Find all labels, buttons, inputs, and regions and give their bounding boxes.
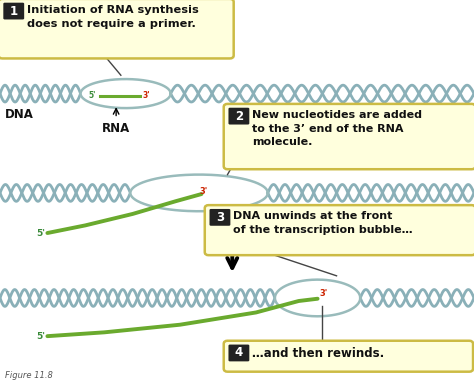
- Polygon shape: [130, 175, 268, 211]
- Text: 2: 2: [235, 110, 243, 123]
- Text: DNA unwinds at the front
of the transcription bubble…: DNA unwinds at the front of the transcri…: [233, 211, 413, 235]
- FancyBboxPatch shape: [210, 209, 230, 226]
- Text: Initiation of RNA synthesis
does not require a primer.: Initiation of RNA synthesis does not req…: [27, 5, 199, 29]
- FancyBboxPatch shape: [228, 108, 249, 125]
- FancyBboxPatch shape: [3, 3, 24, 19]
- Text: RNA: RNA: [102, 122, 130, 135]
- FancyBboxPatch shape: [0, 0, 234, 58]
- Text: Figure 11.8: Figure 11.8: [5, 371, 53, 380]
- Text: 3': 3': [320, 289, 328, 298]
- Text: 4: 4: [235, 346, 243, 359]
- Text: 3': 3': [199, 186, 207, 196]
- Text: 5': 5': [36, 332, 45, 341]
- FancyBboxPatch shape: [205, 205, 474, 255]
- Text: 3': 3': [142, 91, 150, 100]
- FancyBboxPatch shape: [224, 341, 473, 372]
- Text: 3: 3: [216, 211, 224, 224]
- Polygon shape: [81, 79, 171, 108]
- Text: New nucleotides are added
to the 3’ end of the RNA
molecule.: New nucleotides are added to the 3’ end …: [252, 110, 422, 147]
- Text: 1: 1: [9, 5, 18, 18]
- Text: …and then rewinds.: …and then rewinds.: [252, 347, 384, 360]
- Polygon shape: [275, 280, 360, 316]
- Text: DNA: DNA: [5, 108, 34, 121]
- FancyBboxPatch shape: [224, 104, 474, 169]
- Text: 5': 5': [89, 91, 96, 100]
- Text: 5': 5': [36, 228, 45, 238]
- FancyBboxPatch shape: [228, 345, 249, 361]
